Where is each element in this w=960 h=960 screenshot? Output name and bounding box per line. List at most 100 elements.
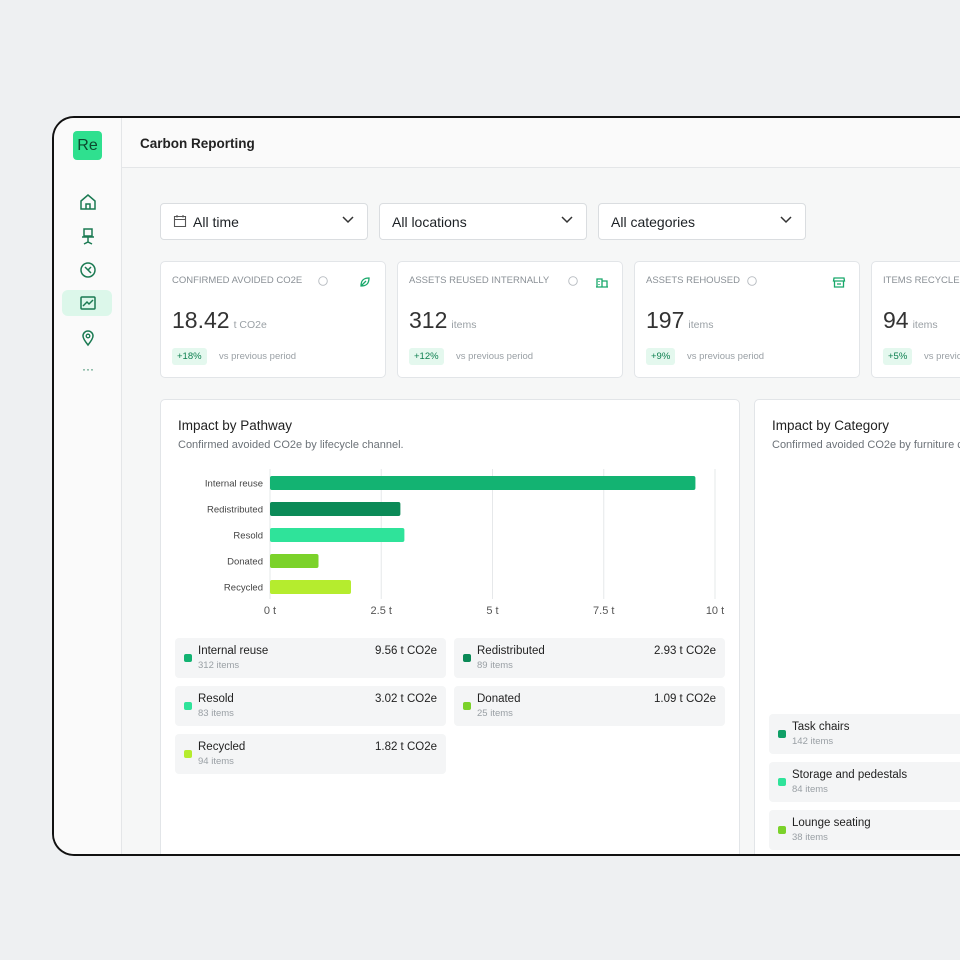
bar — [270, 554, 319, 568]
category-count: 38 items — [792, 832, 828, 843]
category-item: Lounge seating 38 items — [769, 810, 960, 850]
legend-item: Resold 83 items 3.02 t CO2e — [175, 686, 446, 726]
chevron-path — [342, 216, 354, 224]
legend-count: 25 items — [477, 708, 513, 719]
page-title: Carbon Reporting — [140, 136, 255, 151]
info-icon[interactable] — [567, 276, 578, 286]
filter-dropdown[interactable]: All categories — [598, 203, 806, 240]
legend-value: 1.09 t CO2e — [653, 693, 716, 705]
x-tick-label: 7.5 t — [593, 605, 614, 617]
calendar-path — [173, 215, 187, 228]
nav-more[interactable]: ··· — [82, 362, 94, 376]
category-panel: Impact by Category Confirmed avoided CO2e… — [754, 399, 960, 854]
legend-swatch — [463, 702, 471, 710]
kpi-note: vs previous period — [687, 351, 765, 362]
kpi-value-row: 312 items — [409, 307, 476, 334]
category-count: 142 items — [792, 736, 834, 747]
legend-swatch — [184, 750, 192, 758]
legend-name: Redistributed — [477, 645, 545, 657]
kpi-unit: items — [688, 319, 714, 331]
bar — [270, 476, 696, 490]
category-name: Lounge seating — [792, 817, 871, 829]
chevron — [342, 216, 354, 224]
legend-value: 2.93 t CO2e — [653, 645, 716, 657]
kpi-card: ASSETS REHOUSED 197 items +9% vs previous pe… — [634, 261, 860, 378]
chevron-path — [780, 216, 792, 224]
legend-name: Recycled — [198, 741, 246, 753]
category-name: Storage and pedestals — [792, 769, 908, 781]
kpi-note: vs previous period — [924, 351, 960, 362]
info-circle — [318, 276, 328, 286]
kpi-unit: t CO2e — [233, 319, 267, 331]
bar-chart: 0 t 2.5 t 5 t 7.5 t 10 t Internal reuse Redist… — [205, 469, 724, 617]
nav-cycle[interactable] — [78, 260, 98, 280]
category-swatch — [778, 730, 786, 738]
category-item: Storage and pedestals 84 items — [769, 762, 960, 802]
kpi-value: 94 — [883, 307, 909, 333]
chart-subtitle: Confirmed avoided CO2e by lifecycle chan… — [178, 439, 404, 451]
x-tick-label: 0 t — [264, 605, 276, 617]
nav-locations[interactable] — [78, 328, 98, 348]
panel-title: Impact by Category — [772, 418, 890, 433]
chart-panel: Impact by Pathway Confirmed avoided CO2e … — [160, 399, 740, 854]
kpi-icon — [360, 277, 370, 287]
info-circle — [747, 276, 757, 286]
kpi-unit: items — [451, 319, 477, 331]
kpi-icon-path — [360, 277, 370, 287]
logo[interactable]: Re — [73, 131, 102, 160]
legend-value: 1.82 t CO2e — [374, 741, 437, 753]
x-tick-label: 5 t — [486, 605, 498, 617]
category-name: Task chairs — [792, 721, 850, 733]
legend-item: Donated 25 items 1.09 t CO2e — [454, 686, 725, 726]
legend-count: 83 items — [198, 708, 234, 719]
kpi-value: 197 — [646, 307, 685, 333]
legend-count: 94 items — [198, 756, 234, 767]
legend-count: 312 items — [198, 660, 240, 671]
kpi-icon — [596, 278, 608, 288]
y-tick-label: Donated — [227, 557, 263, 568]
filter-label: All categories — [611, 214, 696, 230]
kpi-change: +12% — [409, 348, 444, 365]
kpi-unit: items — [912, 319, 938, 331]
kpi-value-row: 18.42 t CO2e — [172, 307, 267, 334]
info-icon[interactable] — [747, 276, 757, 286]
kpi-label: ASSETS REUSED INTERNALLY — [409, 275, 550, 286]
donut-preview — [755, 480, 960, 740]
nav-reporting[interactable] — [78, 293, 98, 313]
info-icon[interactable] — [318, 276, 328, 286]
legend-value: 9.56 t CO2e — [374, 645, 437, 657]
legend-item: Recycled 94 items 1.82 t CO2e — [175, 734, 446, 774]
chevron — [780, 216, 792, 224]
y-tick-label: Internal reuse — [205, 479, 263, 490]
y-tick-label: Recycled — [224, 583, 263, 594]
info-circle — [567, 276, 578, 286]
chevron — [561, 216, 573, 224]
category-count: 84 items — [792, 784, 828, 795]
y-tick-label: Resold — [233, 531, 263, 542]
kpi-change: +5% — [883, 348, 913, 365]
kpi-icon-path — [596, 278, 608, 288]
category-item: Task chairs 142 items — [769, 714, 960, 754]
legend-name: Internal reuse — [198, 645, 269, 657]
category-swatch — [778, 826, 786, 834]
legend-swatch — [184, 702, 192, 710]
filter-label: All time — [193, 214, 239, 230]
kpi-note: vs previous period — [219, 351, 297, 362]
bar — [270, 502, 401, 516]
filter-dropdown[interactable]: All time — [160, 203, 368, 240]
kpi-card: CONFIRMED AVOIDED CO2E 18.42 t CO2e +18% vs … — [160, 261, 386, 378]
nav-home[interactable] — [78, 192, 98, 212]
nav-furniture[interactable] — [78, 226, 98, 246]
kpi-label: ITEMS RECYCLED — [883, 275, 960, 286]
filter-dropdown[interactable]: All locations — [379, 203, 587, 240]
kpi-value-row: 94 items — [883, 307, 938, 334]
category-swatch — [778, 778, 786, 786]
kpi-label: CONFIRMED AVOIDED CO2E — [172, 275, 303, 286]
legend-value: 3.02 t CO2e — [374, 693, 437, 705]
kpi-note: vs previous period — [456, 351, 534, 362]
kpi-change: +9% — [646, 348, 676, 365]
filter-label: All locations — [392, 214, 467, 230]
kpi-icon — [832, 277, 846, 288]
legend-swatch — [184, 654, 192, 662]
